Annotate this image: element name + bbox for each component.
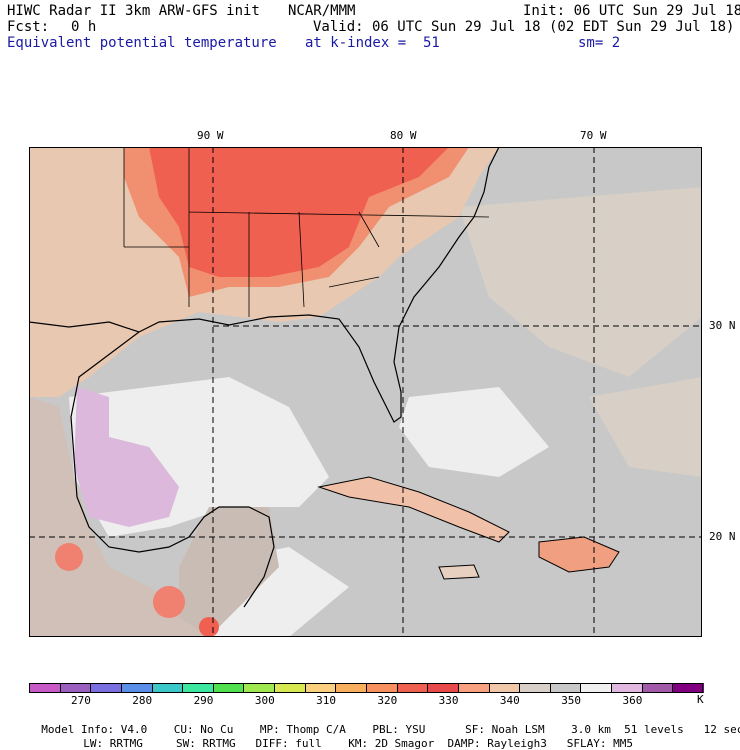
init-time: Init: 06 UTC Sun 29 Jul 18 [523, 3, 740, 19]
damp-info: DAMP: Rayleigh3 [447, 737, 547, 750]
footer-line2: LW: RRTMG SW: RRTMG DIFF: full KM: 2D Sm… [70, 726, 633, 750]
colorbar-swatch [457, 683, 490, 693]
field-name: Equivalent potential temperature [7, 35, 277, 51]
forecast-label: Fcst: [7, 19, 50, 35]
colorbar-swatch [212, 683, 245, 693]
grid-spacing: 3.0 km [571, 723, 611, 736]
jamaica-island [438, 564, 480, 580]
lon-label-80w: 80 W [390, 129, 417, 142]
lat-label-20n: 20 N [709, 530, 736, 543]
lw-info: LW: RRTMG [83, 737, 143, 750]
colorbar-frame [29, 683, 703, 693]
vertical-level: at k-index = 51 [305, 35, 440, 51]
colorbar-tick-label: 360 [622, 694, 643, 707]
colorbar-swatch [59, 683, 92, 693]
colorbar-swatch [580, 683, 613, 693]
colorbar-swatch [90, 683, 122, 693]
mexico-land-region [29, 397, 209, 637]
timestep: 12 sec [703, 723, 740, 736]
lat-label-30n: 30 N [709, 319, 736, 332]
graticule [29, 147, 702, 637]
colorbar-tick-label: 340 [499, 694, 520, 707]
level-count: 51 levels [624, 723, 684, 736]
colorbar-swatch [488, 683, 521, 693]
convection-spot [153, 586, 185, 618]
colorbar-swatch [182, 683, 214, 693]
mp-info: MP: Thomp C/A [259, 723, 346, 736]
colorbar-swatch [304, 683, 337, 693]
valid-time: Valid: 06 UTC Sun 29 Jul 18 (02 EDT Sun … [313, 19, 735, 35]
gulf-coastline [70, 331, 275, 608]
colorbar-swatch [151, 683, 184, 693]
max-theta-region [74, 387, 179, 527]
us-coastline [29, 147, 500, 423]
colorbar-tick-label: 320 [377, 694, 398, 707]
map-frame [29, 147, 702, 637]
smoothing: sm= 2 [578, 35, 621, 51]
colorbar-tick-label: 300 [254, 694, 275, 707]
convection-spot [199, 617, 219, 637]
lon-label-70w: 70 W [580, 129, 607, 142]
colorbar-unit: K [697, 693, 704, 706]
colorbar-swatch [120, 683, 153, 693]
organization: NCAR/MMM [288, 3, 356, 19]
colorbar-tick-label: 280 [132, 694, 153, 707]
yucatan-region [179, 507, 279, 637]
lon-label-90w: 90 W [197, 129, 224, 142]
bahamas-high-theta-region [399, 387, 549, 477]
colorbar-swatch [611, 683, 643, 693]
colorbar-tick-label: 330 [438, 694, 459, 707]
km-info: KM: 2D Smagor [348, 737, 435, 750]
theta-e-map [29, 147, 702, 637]
colorbar-swatch [672, 683, 704, 693]
colorbar-swatch [335, 683, 367, 693]
sw-info: SW: RRTMG [175, 737, 236, 750]
colorbar-tick-label: 310 [316, 694, 336, 707]
colorbar-swatch [396, 683, 429, 693]
convection-spot [55, 543, 83, 571]
cu-info: CU: No Cu [173, 723, 234, 736]
diff-info: DIFF: full [255, 737, 322, 750]
pbl-info: PBL: YSU [372, 723, 426, 736]
sflay-info: SFLAY: MM5 [566, 737, 633, 750]
colorbar-swatch [641, 683, 674, 693]
colorbar-swatch [243, 683, 276, 693]
colorbar-tick-label: 270 [71, 694, 91, 707]
colorbar-swatch [519, 683, 551, 693]
east-tan-region [589, 377, 702, 477]
sf-info: SF: Noah LSM [465, 723, 545, 736]
forecast-hour: 0 h [71, 19, 97, 35]
model-title: HIWC Radar II 3km ARW-GFS init [7, 3, 260, 19]
colorbar-swatch [427, 683, 459, 693]
footer-line1: Model Info: V4.0 CU: No Cu MP: Thomp C/A… [28, 712, 740, 736]
colorbar-tick-label: 290 [193, 694, 214, 707]
state-borders [123, 147, 490, 317]
colorbar-swatch [274, 683, 306, 693]
colorbar-swatch [549, 683, 582, 693]
colorbar-swatch [366, 683, 398, 693]
colorbar-tick-label: 350 [561, 694, 582, 707]
atlantic-tan-region [459, 187, 702, 377]
model-info: Model Info: V4.0 [41, 723, 148, 736]
